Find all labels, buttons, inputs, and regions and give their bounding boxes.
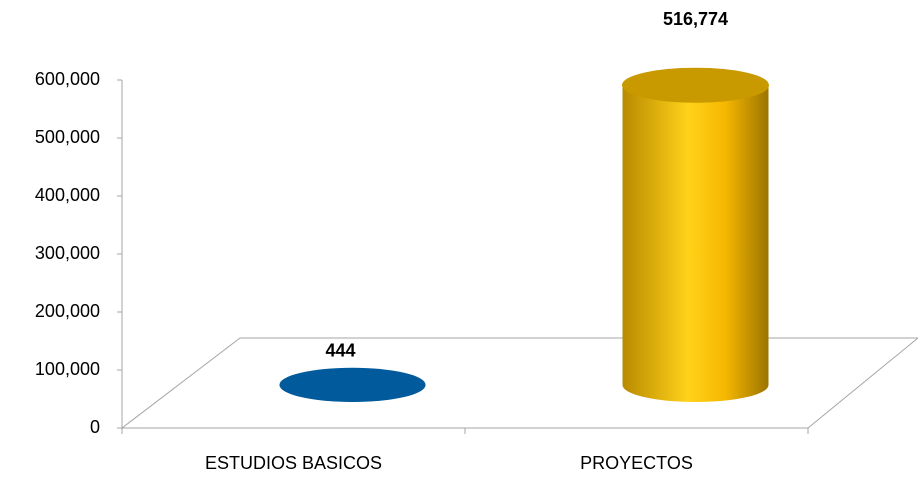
y-tick-label: 100,000: [35, 359, 100, 379]
y-tick-label: 200,000: [35, 301, 100, 321]
x-tick-label: ESTUDIOS BASICOS: [205, 453, 382, 473]
bar-top-shade: [622, 68, 769, 103]
bar-top: [279, 367, 426, 402]
x-tick-label: PROYECTOS: [580, 453, 693, 473]
value-label: 516,774: [663, 9, 728, 29]
y-tick-label: 300,000: [35, 243, 100, 263]
bar: [622, 85, 769, 402]
value-label: 444: [325, 340, 355, 360]
floor: [120, 337, 918, 429]
y-tick-label: 500,000: [35, 127, 100, 147]
y-tick-label: 400,000: [35, 185, 100, 205]
y-tick-label: 600,000: [35, 69, 100, 89]
y-tick-label: 0: [90, 417, 100, 437]
